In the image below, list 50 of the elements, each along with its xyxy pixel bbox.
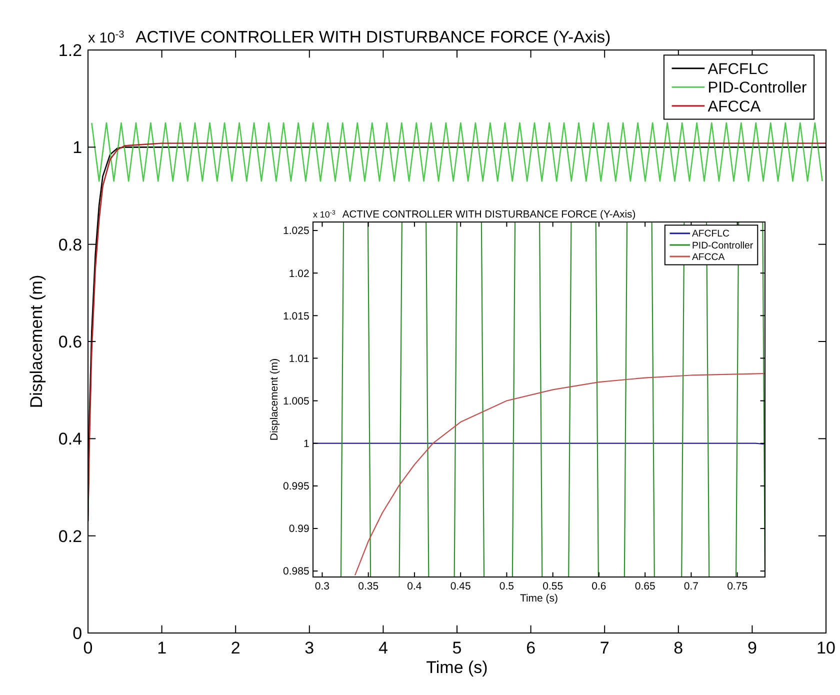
x-tick-label: 0.6 — [592, 580, 606, 593]
y-tick-label: 1.2 — [58, 40, 82, 60]
y-tick-label: 1.015 — [283, 310, 310, 322]
x-tick-label: 0.65 — [634, 580, 656, 593]
chart-title: ACTIVE CONTROLLER WITH DISTURBANCE FORCE (Y-Axis) — [342, 209, 636, 220]
legend-label: AFCCA — [708, 98, 762, 116]
y-tick-label: 1.005 — [283, 395, 310, 408]
x-tick-label: 5 — [452, 638, 462, 658]
y-tick-label: 1.025 — [283, 225, 310, 238]
x-axis-title: Time (s) — [426, 658, 488, 677]
x-axis-title: Time (s) — [520, 592, 558, 605]
chart-title: ACTIVE CONTROLLER WITH DISTURBANCE FORCE (Y-Axis) — [136, 27, 611, 46]
x-tick-label: 0.3 — [314, 580, 330, 593]
y-tick-label: 1.01 — [288, 352, 310, 365]
x-tick-label: 4 — [378, 638, 388, 658]
legend-label: PID-Controller — [692, 240, 754, 252]
x-tick-label: 10 — [816, 638, 836, 658]
y-tick-label: 1.02 — [288, 268, 310, 280]
legend-label: PID-Controller — [708, 80, 807, 97]
x-tick-label: 8 — [674, 638, 684, 658]
y-tick-label: 0 — [72, 624, 82, 643]
y-tick-label: 0.99 — [288, 523, 310, 536]
y-axis-title: Displacement (m) — [27, 274, 46, 408]
x-tick-label: 2 — [230, 638, 240, 658]
annotation: x 10$^{-3}$ — [313, 208, 336, 220]
x-tick-label: 0.55 — [542, 580, 564, 593]
x-tick-label: 0.35 — [358, 580, 379, 593]
y-tick-label: 1 — [303, 438, 310, 450]
legend-label: AFCFLC — [708, 60, 769, 78]
legend-label: AFCCA — [692, 252, 726, 263]
x-tick-label: 0.7 — [684, 580, 699, 593]
x-tick-label: 9 — [747, 638, 757, 658]
y-tick-label: 0.6 — [58, 332, 82, 352]
x-tick-label: 6 — [526, 638, 536, 658]
legend-label: AFCFLC — [692, 228, 730, 240]
y-tick-label: 1 — [72, 138, 82, 158]
x-tick-label: 7 — [600, 638, 610, 658]
y-tick-label: 0.4 — [58, 430, 82, 449]
x-tick-label: 0.4 — [407, 580, 422, 593]
y-axis-title: Displacement (m) — [268, 358, 280, 441]
y-tick-label: 0.985 — [283, 566, 310, 578]
x-tick-label: 3 — [304, 638, 314, 658]
x-tick-label: 1 — [157, 638, 167, 658]
y-tick-label: 0.2 — [58, 526, 82, 546]
x-tick-label: 0.45 — [450, 580, 471, 593]
x-tick-label: 0.5 — [499, 580, 514, 593]
y-tick-label: 0.995 — [283, 480, 310, 493]
x-tick-label: 0.75 — [727, 580, 748, 593]
text: x 10$^{-3}$ — [88, 28, 125, 46]
y-tick-label: 0.8 — [58, 235, 82, 254]
